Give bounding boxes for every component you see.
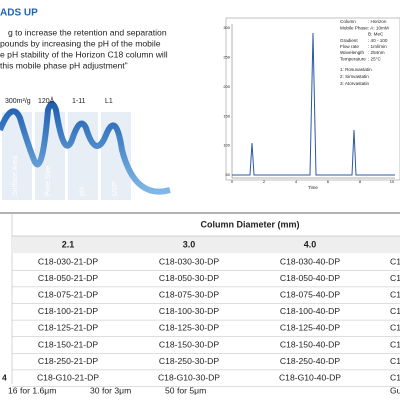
condition-value: : 40 - 100 bbox=[368, 38, 388, 43]
feature-label: pH bbox=[79, 187, 86, 196]
y-tick-label: 50 bbox=[226, 172, 231, 177]
x-tick-label: 8 bbox=[359, 179, 362, 184]
part-number: C18-050-21-DP bbox=[38, 273, 98, 283]
condition-label: Column bbox=[340, 19, 356, 24]
y-tick-label: 200 bbox=[223, 84, 230, 89]
part-number: C18-125-30-DP bbox=[159, 323, 219, 333]
condition-label: Mobile Phase bbox=[340, 25, 368, 30]
part-number: C18-250-40-DP bbox=[280, 356, 340, 366]
y-tick-label: 300 bbox=[223, 25, 230, 30]
part-number: C18-100-21-DP bbox=[38, 306, 98, 316]
condition-value: : Horizon bbox=[368, 19, 387, 24]
part-number: C18-150-40-DP bbox=[280, 339, 340, 349]
y-tick-label: 100 bbox=[223, 143, 230, 148]
part-number: C18-050-30-DP bbox=[159, 273, 219, 283]
part-number: C1 bbox=[390, 339, 400, 349]
part-number: C1 bbox=[390, 356, 400, 366]
part-number: C18-075-30-DP bbox=[159, 289, 219, 299]
part-number: C18-250-21-DP bbox=[38, 356, 98, 366]
part-number: C18-030-21-DP bbox=[38, 256, 98, 266]
chromatogram bbox=[225, 17, 400, 181]
condition-label: Wavelength bbox=[340, 50, 365, 55]
part-number: C18-030-40-DP bbox=[280, 256, 340, 266]
part-number: C18-100-40-DP bbox=[280, 306, 340, 316]
feature-value: 120Å bbox=[38, 96, 55, 105]
y-tick-label: 150 bbox=[223, 113, 230, 118]
part-number: C18-050-40-DP bbox=[280, 273, 340, 283]
condition-label: Flow rate bbox=[340, 44, 359, 49]
peak-name: 1: Rosuvastatin bbox=[340, 67, 372, 72]
part-number: C18-G10-21-DP bbox=[37, 372, 99, 382]
part-number: C1 bbox=[390, 372, 400, 382]
feature-label: Surface Area bbox=[12, 155, 19, 196]
condition-value: : 254nm bbox=[368, 50, 385, 55]
part-number: C1 bbox=[390, 306, 400, 316]
heading: ADS UP bbox=[0, 8, 38, 19]
paragraph-line: this mobile phase pH adjustment" bbox=[0, 60, 128, 70]
condition-value: : 1ml/min bbox=[368, 44, 387, 49]
condition-value: B: MeC bbox=[368, 32, 384, 37]
footer-note: 50 for 5μm bbox=[165, 385, 206, 395]
footer-note: 30 for 3μm bbox=[90, 385, 131, 395]
x-tick-label: 0 bbox=[231, 179, 234, 184]
x-tick-label: 10 bbox=[390, 179, 395, 184]
x-axis-label: Time bbox=[308, 185, 318, 190]
paragraph-line: e pH stability of the Horizon C18 column… bbox=[0, 49, 168, 59]
condition-label: Gradient bbox=[340, 38, 358, 43]
group-header: Column Diameter (mm) bbox=[200, 219, 299, 229]
part-number: C18-150-21-DP bbox=[38, 339, 98, 349]
x-tick-label: 6 bbox=[327, 179, 330, 184]
condition-value: : 25°C bbox=[368, 56, 381, 61]
corner-label: 4 bbox=[2, 372, 7, 382]
paragraph-line: g to increase the retention and separati… bbox=[8, 27, 167, 37]
feature-label: Pore Size bbox=[45, 166, 52, 196]
diameter-header: 4.0 bbox=[304, 239, 317, 249]
feature-value: 1-11 bbox=[72, 98, 86, 105]
x-tick-label: 4 bbox=[295, 179, 298, 184]
x-tick-label: 2 bbox=[263, 179, 266, 184]
y-tick-label: 250 bbox=[223, 54, 230, 59]
part-number: C18-100-30-DP bbox=[159, 306, 219, 316]
part-number: C1 bbox=[390, 256, 400, 266]
peak-name: 3: Atorvastatin bbox=[340, 81, 370, 86]
condition-label: Temperature bbox=[340, 56, 366, 61]
diameter-header: 2.1 bbox=[62, 239, 75, 249]
part-number: C18-075-21-DP bbox=[38, 289, 98, 299]
part-number: C18-G10-40-DP bbox=[279, 372, 341, 382]
footer-note: Gu bbox=[390, 385, 400, 395]
part-number: C18-150-30-DP bbox=[159, 339, 219, 349]
part-number: C1 bbox=[390, 273, 400, 283]
paragraph-line: pounds by increasing the pH of the mobil… bbox=[0, 38, 161, 48]
condition-value: : A: 10mM bbox=[368, 25, 389, 30]
feature-label: USP bbox=[112, 181, 119, 196]
part-number: C18-125-21-DP bbox=[38, 323, 98, 333]
peak-name: 2: Simvastatin bbox=[340, 74, 369, 79]
wave-graphic bbox=[0, 101, 171, 200]
feature-value: L1 bbox=[105, 98, 113, 105]
part-number: C18-030-30-DP bbox=[159, 256, 219, 266]
part-number: C18-075-40-DP bbox=[280, 289, 340, 299]
diameter-header: 3.0 bbox=[183, 239, 196, 249]
part-number: C1 bbox=[390, 323, 400, 333]
part-number: C18-G10-30-DP bbox=[158, 372, 220, 382]
part-number: C1 bbox=[390, 289, 400, 299]
footer-note: 16 for 1.6μm bbox=[8, 385, 56, 395]
part-number: C18-250-30-DP bbox=[159, 356, 219, 366]
part-number: C18-125-40-DP bbox=[280, 323, 340, 333]
feature-value: 300m²/g bbox=[5, 98, 31, 105]
